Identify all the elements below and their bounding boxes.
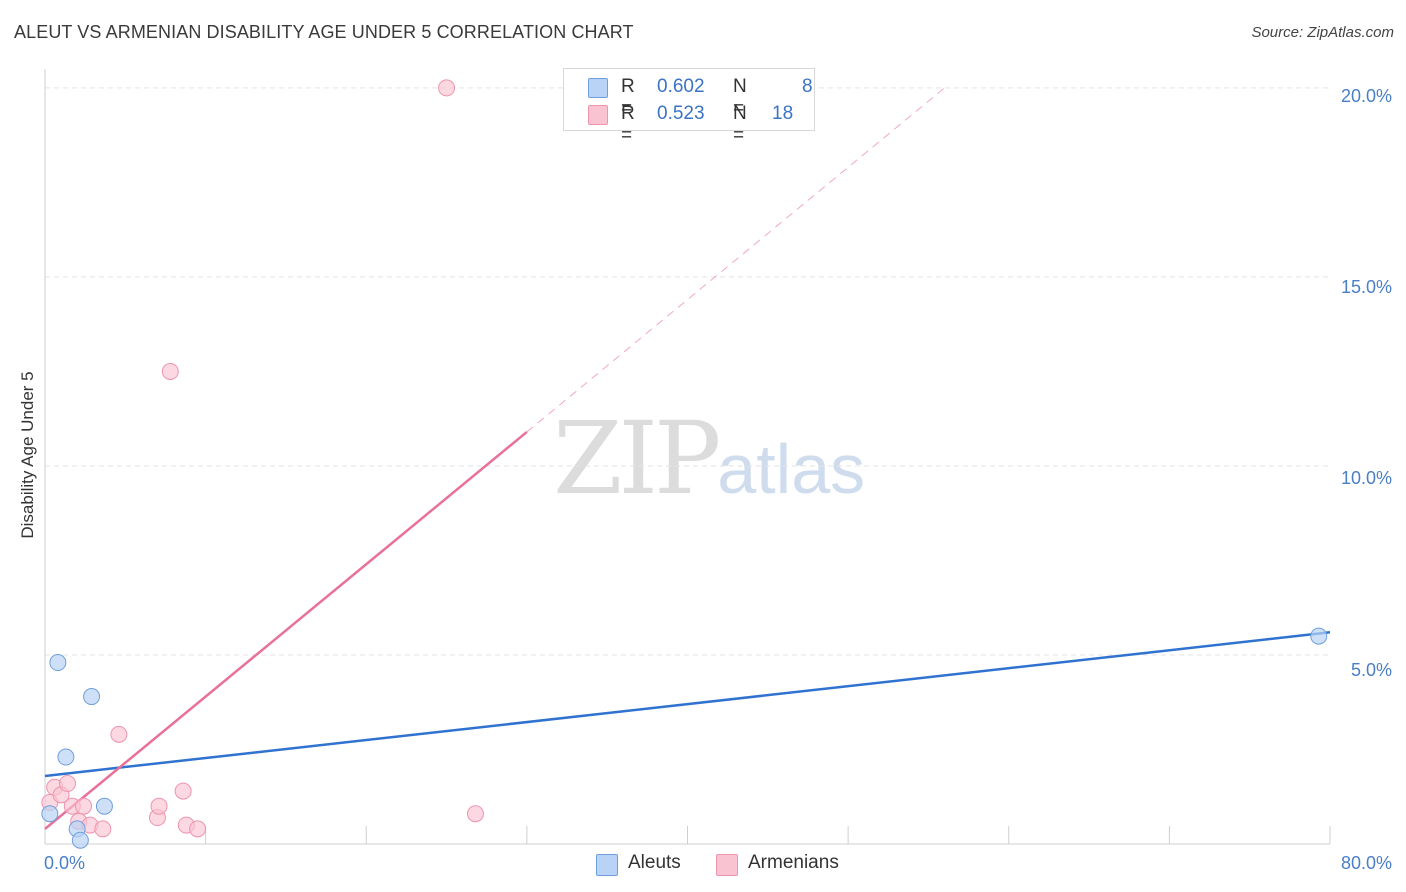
legend-r-value: 0.602	[657, 76, 705, 97]
legend-n-value: 8	[802, 76, 813, 97]
armenians-point	[58, 775, 76, 793]
y-tick-label-5: 5.0%	[1350, 660, 1392, 680]
aleuts-point	[49, 654, 67, 672]
aleuts-swatch	[596, 854, 618, 876]
x-tick-label-min: 0.0%	[44, 853, 86, 873]
chart-title: ALEUT VS ARMENIAN DISABILITY AGE UNDER 5…	[14, 22, 634, 42]
y-tick-label-10: 10.0%	[1340, 468, 1392, 488]
source-label: Source: ZipAtlas.com	[1251, 24, 1394, 41]
y-tick-label-20: 20.0%	[1340, 86, 1392, 106]
aleuts-point	[95, 797, 113, 815]
aleuts-swatch	[588, 78, 608, 98]
aleuts-trend-line	[44, 631, 1331, 778]
aleuts-point	[41, 805, 59, 823]
aleuts-point	[83, 688, 101, 706]
legend-r-label: R =	[621, 76, 635, 119]
armenians-point	[466, 805, 484, 823]
aleuts-point	[1310, 627, 1328, 645]
armenians-point	[110, 725, 128, 743]
watermark-atlas: atlas	[717, 430, 866, 508]
armenians-trend-line	[44, 430, 528, 830]
armenians-point	[94, 820, 112, 838]
armenians-point	[189, 820, 207, 838]
armenians-point	[161, 362, 179, 380]
aleuts-point	[57, 748, 75, 766]
armenians-point	[150, 797, 168, 815]
y-tick-label-15: 15.0%	[1340, 277, 1392, 297]
aleuts-point	[71, 831, 89, 849]
legend-r-label: R =	[621, 103, 635, 146]
armenians-swatch	[588, 105, 608, 125]
legend-n-label: N =	[733, 76, 747, 119]
armenians-point	[75, 797, 93, 815]
correlation-legend: R = 0.602 N = 8 R = 0.523 N = 18	[563, 68, 815, 146]
armenians-trend-extension	[526, 87, 945, 433]
watermark: ZIPatlas	[553, 400, 865, 517]
watermark-zip: ZIP	[553, 400, 721, 517]
legend-r-value: 0.523	[657, 103, 705, 124]
legend-aleuts-label: Aleuts	[628, 852, 681, 873]
x-tick-label-max: 80.0%	[1340, 853, 1392, 873]
legend-armenians-label: Armenians	[748, 852, 839, 873]
y-axis-label: Disability Age Under 5	[18, 371, 37, 539]
armenians-swatch	[716, 854, 738, 876]
armenians-point	[174, 782, 192, 800]
armenians-point	[438, 79, 456, 97]
legend-n-label: N =	[733, 103, 747, 146]
legend-n-value: 18	[772, 103, 794, 124]
